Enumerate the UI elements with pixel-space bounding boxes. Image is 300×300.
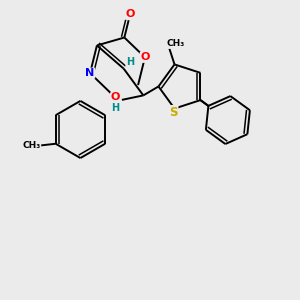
Text: O: O bbox=[111, 92, 120, 102]
Text: O: O bbox=[125, 9, 135, 19]
Text: CH₃: CH₃ bbox=[167, 40, 185, 49]
Text: O: O bbox=[140, 52, 150, 62]
Text: S: S bbox=[169, 106, 178, 118]
Text: CH₃: CH₃ bbox=[22, 141, 41, 150]
Text: H: H bbox=[126, 57, 134, 68]
Text: H: H bbox=[112, 103, 120, 113]
Text: N: N bbox=[85, 68, 95, 78]
